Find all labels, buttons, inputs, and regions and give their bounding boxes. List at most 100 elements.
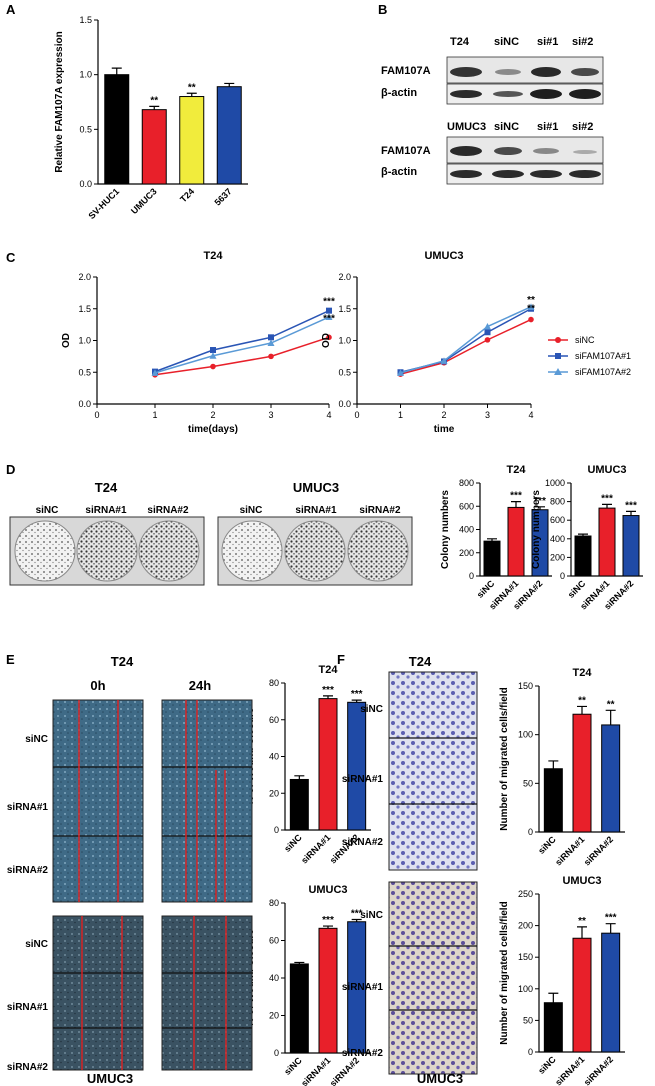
transwell-image-t24	[388, 671, 478, 871]
wound-image-0h-umuc3	[52, 915, 144, 1071]
bar-sinc	[543, 1002, 563, 1053]
significance-label: ***	[323, 297, 335, 308]
chart-c-t24-growth: 0.0 0.5 1.0 1.5 2.0 0 1 2 3 4 time(days) OD T24 *** **…	[61, 250, 335, 435]
legend-marker-sinc	[555, 337, 561, 343]
blot2-lane-label: siNC	[494, 121, 519, 133]
y-tick-label: 1000	[545, 478, 565, 488]
x-tick-label: UMUC3	[129, 186, 159, 216]
error-bar	[602, 503, 612, 509]
blot1-lane-label: T24	[450, 36, 470, 48]
y-tick-label: 100	[518, 730, 533, 740]
legend-marker-sifam2	[554, 368, 562, 375]
colony-plates-umuc3: UMUC3 siNC siRNA#1 siRNA#2	[217, 480, 413, 586]
panel-letter-e: E	[6, 652, 15, 667]
blot1-lane-label: si#2	[572, 36, 593, 48]
y-tick-label: 1.0	[338, 336, 351, 346]
x-tick-label: 2	[441, 410, 446, 420]
series-line-sifam107a2	[154, 316, 330, 374]
significance-label: **	[578, 695, 586, 706]
data-point	[210, 347, 216, 354]
transwell-row-label: siRNA#1	[342, 982, 384, 993]
transwell-row-label: siRNA#1	[342, 774, 384, 785]
blot2-band-label: FAM107A	[381, 145, 431, 157]
y-axis-label: Colony numbers	[440, 490, 451, 569]
x-tick-label: 4	[326, 410, 331, 420]
bar-sirna2	[347, 701, 367, 831]
blot2-actin-membrane	[446, 163, 604, 185]
bar-svhuc1	[104, 74, 130, 185]
y-tick-label: 600	[459, 501, 474, 511]
chart-f-t24-migration: 0 50 100 150 Number of migrated cells/field T…	[499, 667, 625, 868]
colony-well	[14, 520, 76, 582]
error-bar	[605, 709, 616, 725]
error-bar	[323, 925, 333, 929]
blot1-band-label: FAM107A	[381, 65, 431, 77]
transwell-image-umuc3	[388, 881, 478, 1075]
y-axis-label: OD	[61, 333, 72, 348]
transwell-title-t24: T24	[409, 654, 432, 669]
colony-title: T24	[95, 480, 118, 495]
data-point	[484, 337, 491, 343]
wound-row-label: siRNA#1	[7, 1002, 49, 1013]
error-bar	[111, 67, 122, 75]
x-tick-label: siNC	[566, 578, 588, 600]
panel-letter-b: B	[378, 2, 387, 17]
error-bar	[577, 705, 587, 715]
y-tick-label: 0	[528, 1047, 533, 1057]
x-tick-label: siNC	[536, 834, 558, 856]
significance-label: ***	[625, 500, 637, 511]
x-tick-label: 0	[94, 410, 99, 420]
error-bar	[224, 82, 235, 87]
significance-label: **	[188, 82, 196, 93]
error-bar	[149, 105, 160, 110]
error-bar	[351, 918, 362, 922]
blot1-actin-membrane	[446, 83, 604, 105]
blot2-band-label: β-actin	[381, 166, 417, 178]
y-tick-label: 0.5	[338, 367, 351, 377]
significance-label: ***	[351, 689, 363, 700]
bar-sirna1	[318, 698, 338, 831]
transwell-row-label: siNC	[360, 704, 383, 715]
blot1-band-label: β-actin	[381, 87, 417, 99]
data-point	[326, 334, 332, 341]
growth-legend: siNC siFAM107A#1 siFAM107A#2	[548, 335, 631, 377]
error-bar	[294, 775, 305, 780]
y-tick-label: 20	[269, 788, 279, 798]
y-tick-label: 1.0	[79, 70, 92, 80]
data-point	[440, 357, 448, 364]
series-line-sifam107a1	[400, 308, 532, 373]
error-bar	[511, 501, 521, 508]
western-blot-umuc3: UMUC3 siNC si#1 si#2 FAM107A β-actin	[381, 121, 604, 185]
error-bar	[577, 926, 587, 939]
y-tick-label: 50	[523, 1015, 533, 1025]
significance-label: ***	[322, 915, 334, 926]
x-tick-label: siNC	[282, 1055, 304, 1077]
blot2-lane-label: si#2	[572, 121, 593, 133]
y-axis-label: OD	[321, 333, 332, 348]
y-tick-label: 150	[518, 681, 533, 691]
data-point	[210, 363, 216, 370]
wound-row-label: siRNA#2	[7, 865, 49, 876]
colony-well	[347, 520, 409, 582]
significance-label: **	[607, 699, 615, 710]
error-bar	[535, 506, 545, 510]
wound-image-24h	[161, 699, 253, 903]
data-point	[267, 339, 275, 347]
x-tick-label: siRNA#2	[328, 1055, 361, 1086]
x-tick-label: 3	[485, 410, 490, 420]
chart-title: T24	[204, 250, 224, 262]
x-axis-label: time(days)	[188, 424, 238, 435]
blot-band	[530, 170, 562, 178]
significance-label: ***	[322, 685, 334, 696]
error-bar	[548, 992, 559, 1003]
chart-c-umuc3-growth: 0.0 0.5 1.0 1.5 2.0 0 1 2 3 4 time OD UMUC3 ****	[321, 250, 535, 435]
blot2-lane-label: si#1	[537, 121, 558, 133]
panel-letter-f: F	[337, 652, 345, 667]
bar-sirna1	[507, 506, 525, 577]
wound-image-0h	[52, 699, 144, 903]
panel-letter-c: C	[6, 250, 16, 265]
significance-label: **	[150, 95, 158, 106]
